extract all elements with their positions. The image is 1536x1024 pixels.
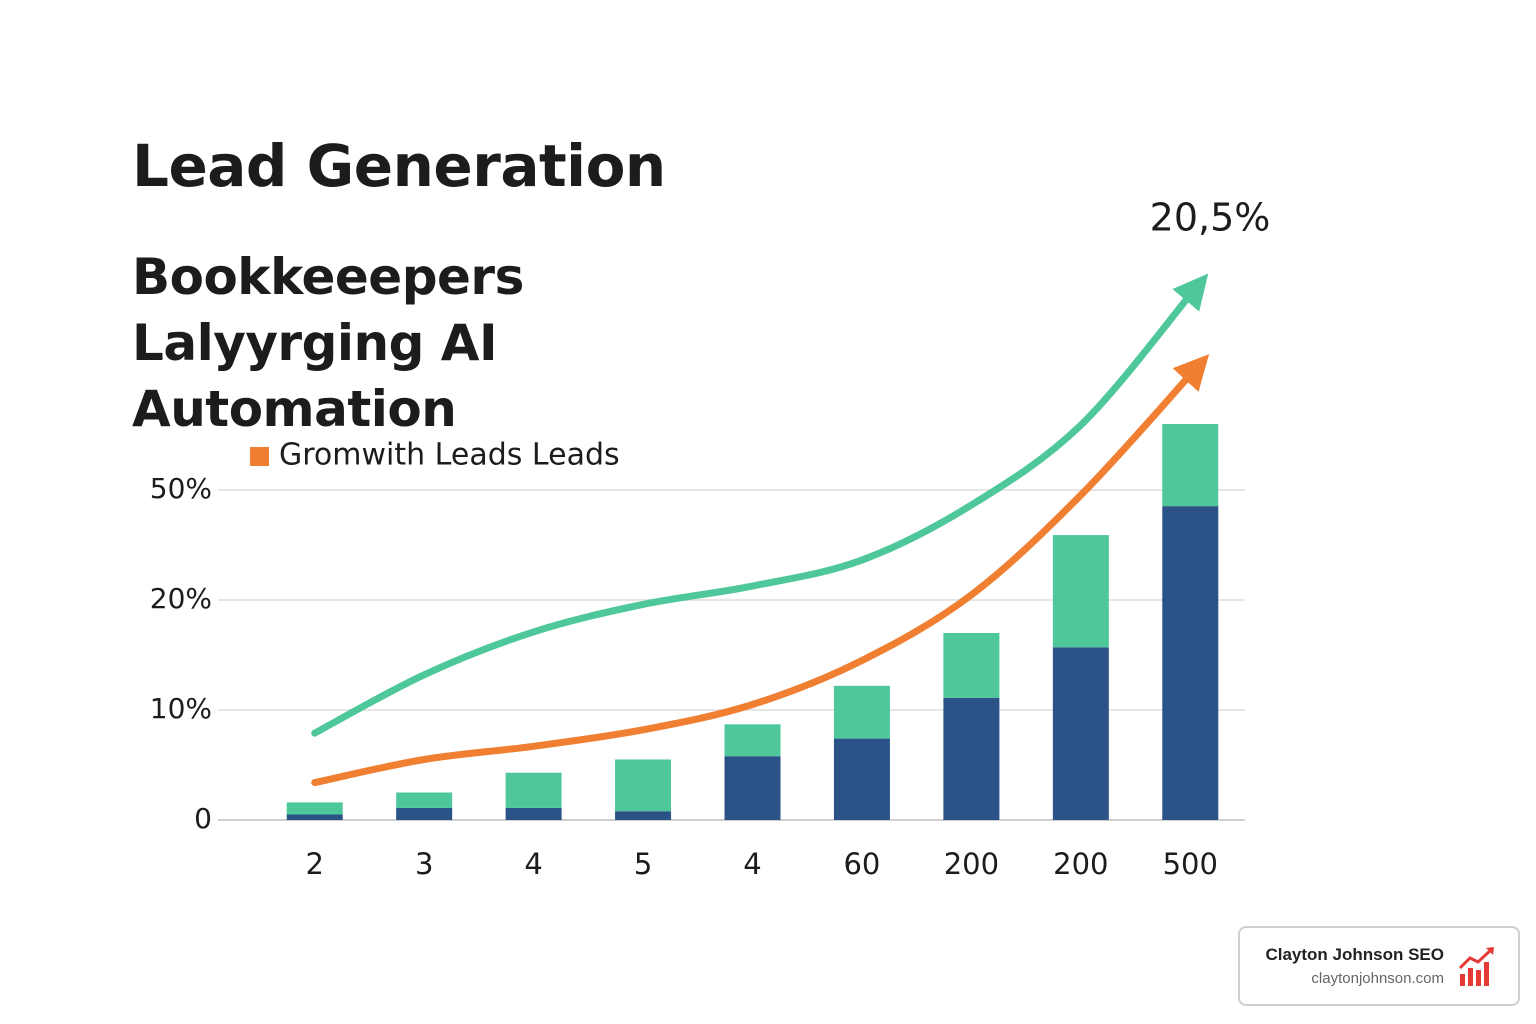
bar-segment [286, 814, 343, 820]
badge-icon [1458, 947, 1494, 986]
brand-badge: Clayton Johnson SEO claytonjohnson.com [1238, 926, 1520, 1006]
bar-segment [505, 807, 562, 820]
line-series [311, 354, 1210, 787]
bar-segment [724, 756, 781, 820]
bar-segment [286, 802, 343, 815]
legend-label: Gromwith Leads Leads [279, 438, 620, 473]
bar-segment [396, 807, 453, 820]
x-tick-label: 200 [1053, 847, 1108, 881]
bar-segment [833, 738, 890, 820]
y-tick-label: 10% [150, 692, 212, 725]
bar-segment [943, 633, 1000, 698]
x-tick-label: 3 [415, 847, 433, 881]
bar-segment [1052, 535, 1109, 648]
legend-swatch [250, 447, 269, 466]
bar-segment [943, 697, 1000, 820]
y-tick-label: 20% [150, 582, 212, 615]
y-tick-label: 50% [150, 472, 212, 505]
x-tick-label: 2 [305, 847, 323, 881]
x-tick-label: 5 [634, 847, 652, 881]
bar-segment [396, 792, 453, 808]
bar-segment [505, 772, 562, 808]
x-tick-label: 60 [843, 847, 880, 881]
bar-segment [833, 685, 890, 739]
y-tick-label: 0 [194, 802, 212, 835]
bar-segment [1052, 647, 1109, 820]
chart-subtitle: Bookkeeepers Lalyyrging AI Automation [132, 248, 524, 438]
x-tick-label: 200 [944, 847, 999, 881]
x-tick-label: 4 [743, 847, 761, 881]
line-series [311, 273, 1209, 737]
bar-segment [1162, 506, 1219, 820]
bar-segment [615, 759, 672, 812]
badge-title: Clayton Johnson SEO [1265, 945, 1444, 964]
bar-segment [724, 724, 781, 757]
bar-segment [1162, 424, 1219, 507]
chart-title: Lead Generation [132, 132, 666, 200]
x-tick-label: 4 [524, 847, 542, 881]
annotation: 20,5% [1150, 196, 1271, 240]
bar-segment [615, 811, 672, 820]
badge-url: claytonjohnson.com [1311, 970, 1444, 987]
x-tick-label: 500 [1163, 847, 1218, 881]
